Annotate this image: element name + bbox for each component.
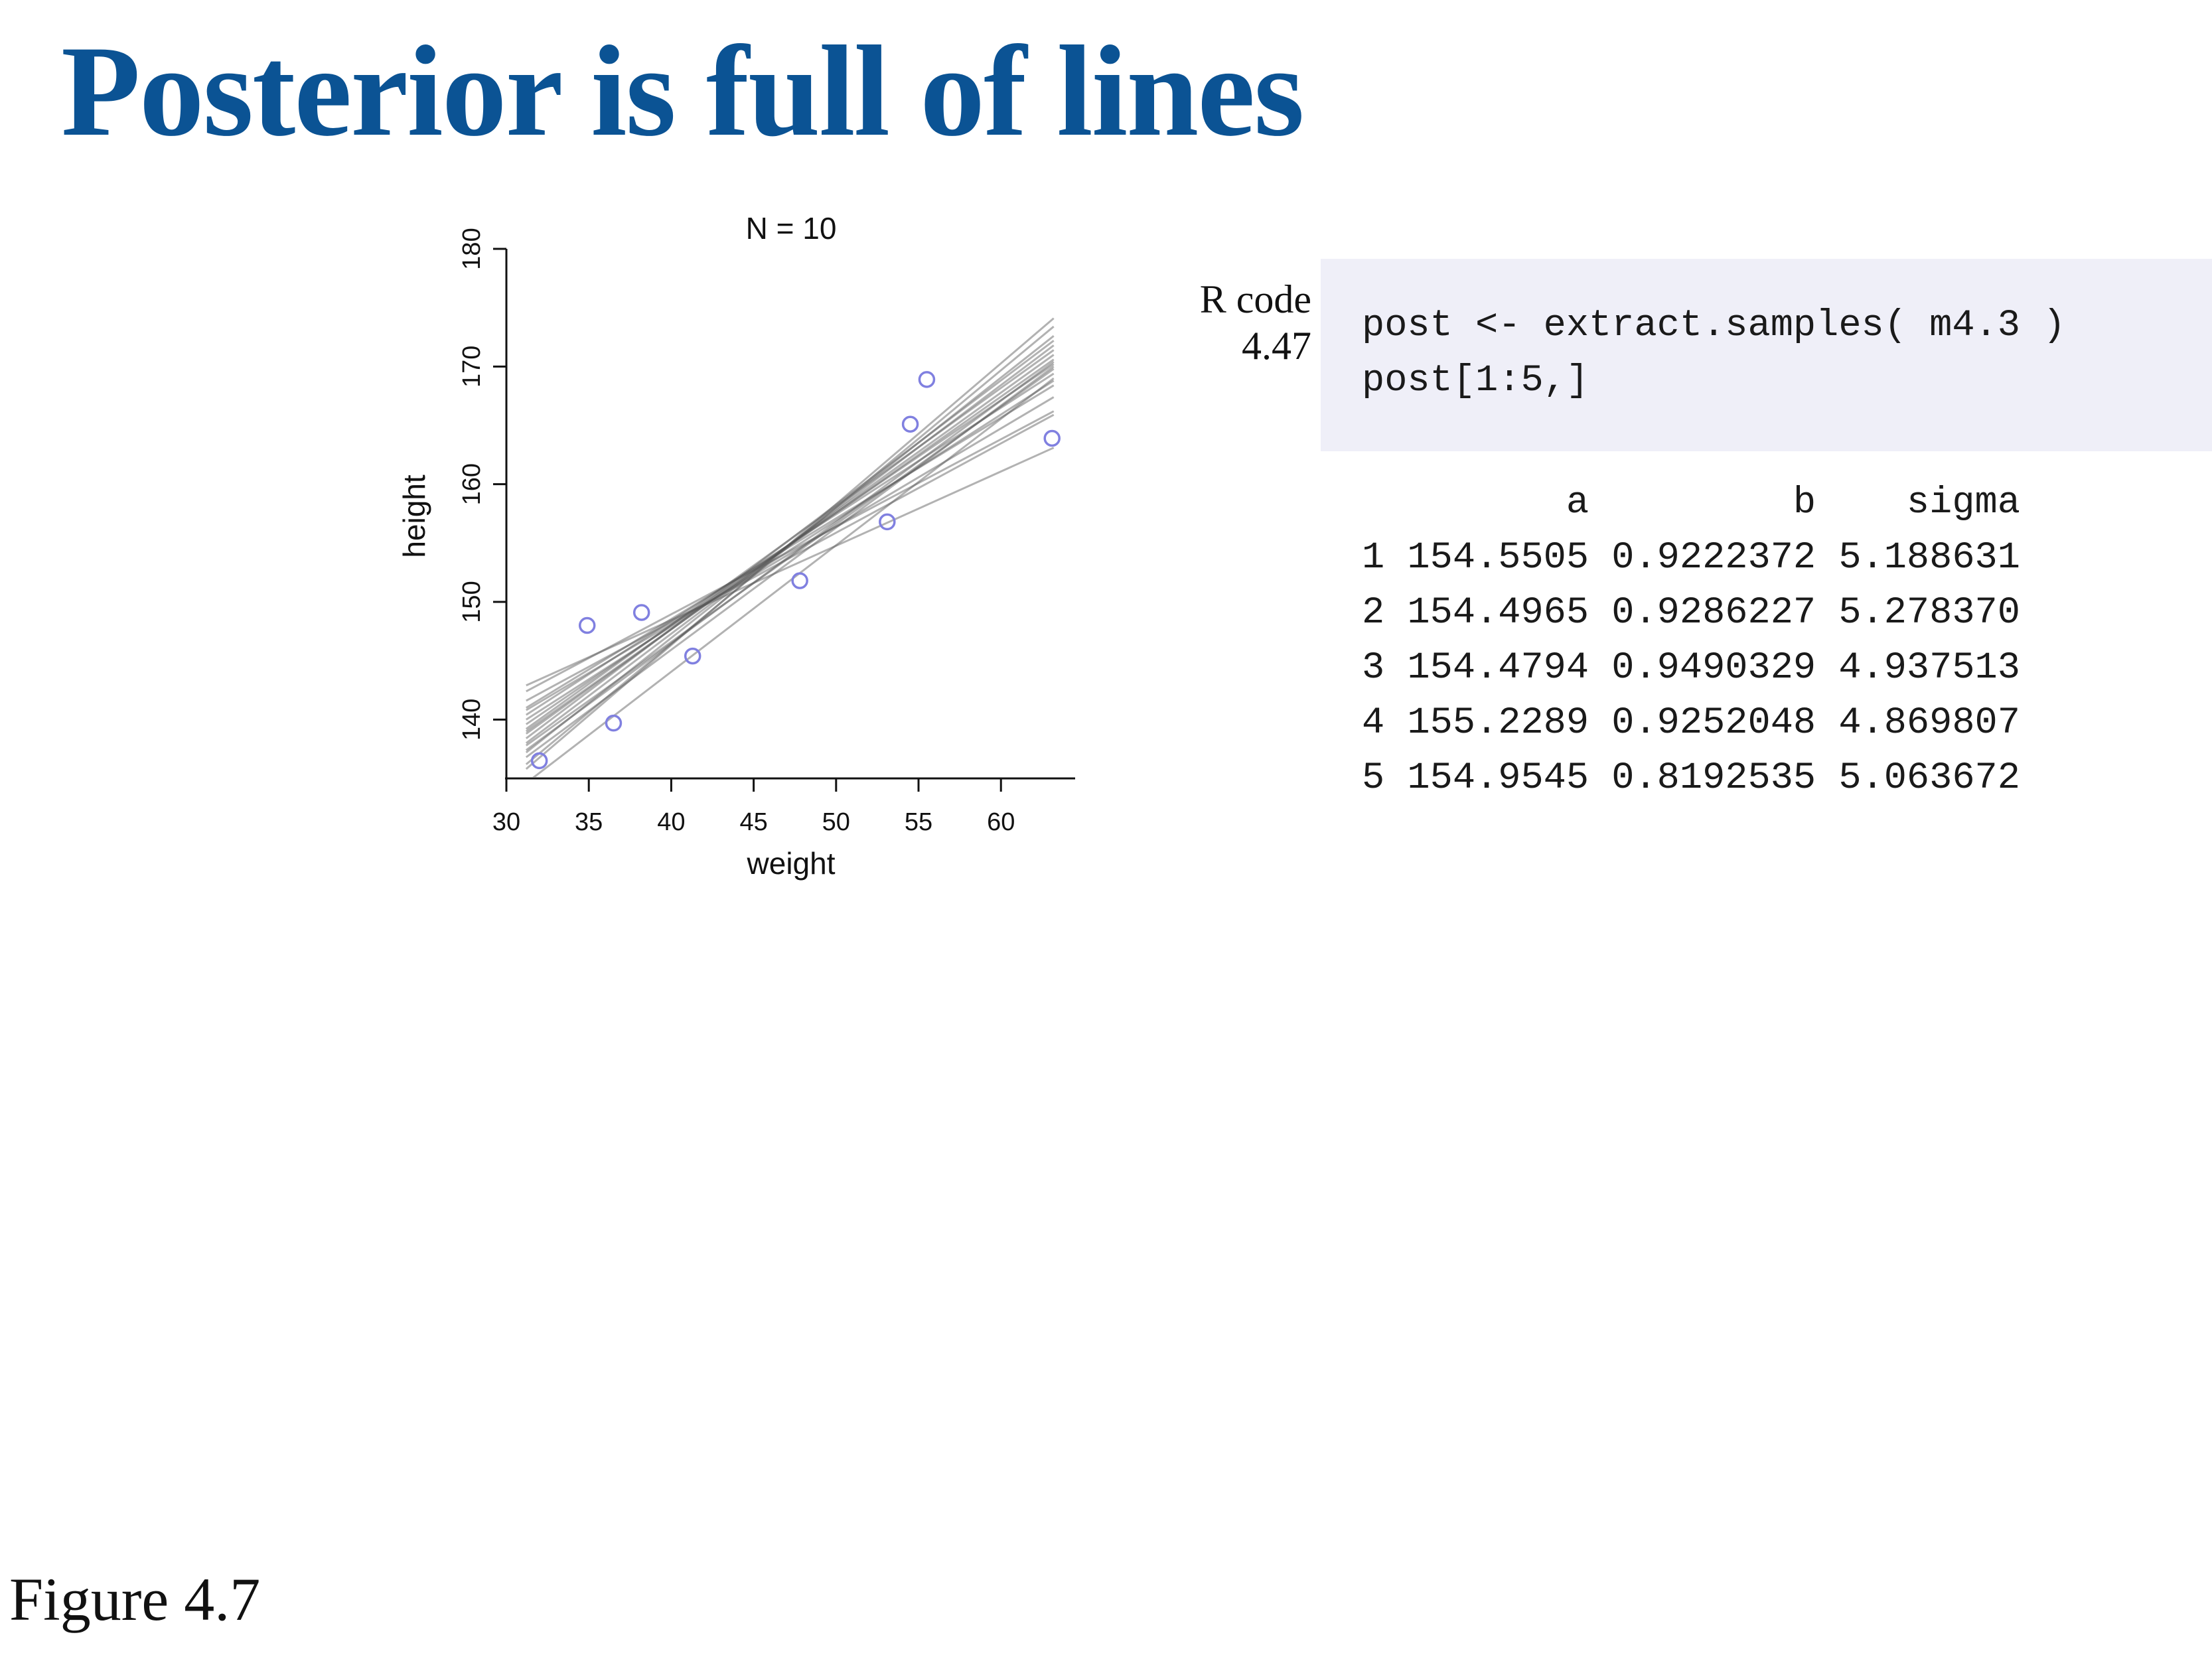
x-tick-label: 40 — [657, 808, 685, 836]
output-row: 4 155.2289 0.9252048 4.869807 — [1362, 702, 2020, 745]
code-line: post <- extract.samples( m4.3 ) — [1362, 305, 2066, 347]
r-code-label-text: R code — [1199, 277, 1311, 321]
output-header: a b sigma — [1362, 482, 2020, 524]
code-output: a b sigma 1 154.5505 0.9222372 5.188631 … — [1362, 476, 2158, 806]
regression-line — [525, 368, 1055, 747]
regression-line — [525, 344, 1055, 744]
x-tick-label: 30 — [492, 808, 520, 836]
regression-line — [525, 325, 1055, 765]
regression-line — [526, 413, 1055, 702]
data-point — [530, 752, 548, 770]
regression-line — [525, 380, 1055, 721]
regression-line — [525, 363, 1055, 725]
output-row: 2 154.4965 0.9286227 5.278370 — [1362, 592, 2020, 634]
regression-line — [526, 396, 1055, 711]
code-line: post[1:5,] — [1362, 360, 1589, 402]
code-block: post <- extract.samples( m4.3 ) post[1:5… — [1321, 259, 2212, 451]
regression-line — [525, 358, 1055, 733]
scatter-plot: N = 10 height weight 30 35 40 45 50 55 60 140 15… — [397, 211, 1075, 881]
data-point — [791, 572, 808, 589]
data-point — [901, 415, 919, 433]
x-tick-label: 55 — [905, 808, 932, 836]
regression-line — [526, 384, 1055, 709]
r-code-label: R code 4.47 — [1128, 276, 1311, 369]
regression-line — [526, 410, 1055, 693]
plot-title: N = 10 — [746, 211, 837, 246]
y-tick-label: 160 — [458, 463, 486, 505]
regression-line — [525, 366, 1055, 758]
x-tick-label: 60 — [987, 808, 1015, 836]
regression-line — [525, 361, 1055, 751]
data-point — [1043, 429, 1061, 447]
data-point — [578, 616, 596, 634]
y-tick-label: 150 — [458, 581, 486, 622]
regression-line — [525, 349, 1055, 730]
regression-line — [525, 335, 1055, 754]
x-tick-label: 50 — [822, 808, 850, 836]
output-row: 3 154.4794 0.9490329 4.937513 — [1362, 647, 2020, 689]
data-point — [918, 371, 936, 388]
y-axis-label: height — [397, 474, 431, 558]
y-tick-label: 180 — [458, 228, 486, 269]
y-tick-label: 170 — [458, 346, 486, 388]
data-point — [684, 647, 701, 665]
r-code-number: 4.47 — [1242, 324, 1311, 368]
data-point — [879, 513, 896, 531]
data-point — [632, 604, 650, 621]
x-tick-label: 35 — [575, 808, 603, 836]
regression-line — [526, 447, 1055, 687]
x-tick-label: 45 — [739, 808, 767, 836]
regression-line — [525, 372, 1055, 716]
output-row: 5 154.9545 0.8192535 5.063672 — [1362, 757, 2020, 800]
figure-label: Figure 4.7 — [9, 1565, 261, 1633]
data-point — [605, 714, 623, 732]
regression-line — [525, 340, 1055, 739]
regression-line — [525, 354, 1055, 735]
x-axis-label: weight — [747, 846, 836, 881]
output-row: 1 154.5505 0.9222372 5.188631 — [1362, 537, 2020, 579]
regression-line — [525, 317, 1055, 770]
y-tick-label: 140 — [458, 699, 486, 741]
slide-title: Posterior is full of lines — [61, 19, 1305, 163]
